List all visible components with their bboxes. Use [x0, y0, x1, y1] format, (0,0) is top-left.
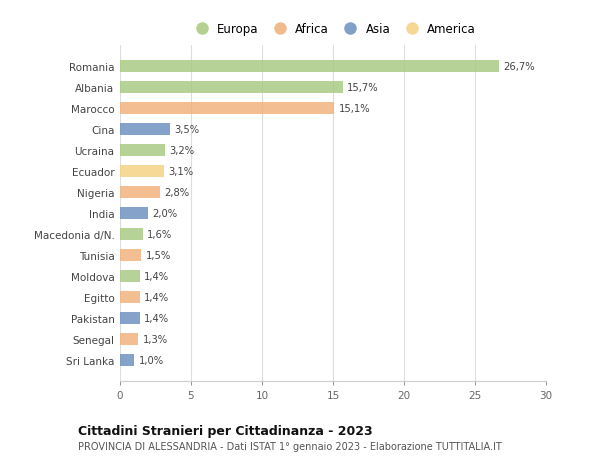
Text: 1,4%: 1,4%: [144, 313, 169, 323]
Bar: [120, 103, 334, 114]
Text: 1,5%: 1,5%: [146, 250, 171, 260]
Legend: Europa, Africa, Asia, America: Europa, Africa, Asia, America: [190, 23, 476, 36]
Text: 2,0%: 2,0%: [152, 208, 178, 218]
Text: 2,8%: 2,8%: [164, 188, 189, 197]
Bar: [120, 61, 499, 73]
Text: PROVINCIA DI ALESSANDRIA - Dati ISTAT 1° gennaio 2023 - Elaborazione TUTTITALIA.: PROVINCIA DI ALESSANDRIA - Dati ISTAT 1°…: [78, 441, 502, 451]
Text: 1,4%: 1,4%: [144, 271, 169, 281]
Text: 15,1%: 15,1%: [338, 104, 370, 114]
Bar: [120, 333, 139, 345]
Bar: [120, 313, 140, 324]
Bar: [120, 354, 134, 366]
Bar: [120, 291, 140, 303]
Text: 1,4%: 1,4%: [144, 292, 169, 302]
Bar: [120, 187, 160, 198]
Bar: [120, 229, 143, 240]
Text: 3,1%: 3,1%: [168, 167, 193, 177]
Bar: [120, 250, 142, 261]
Text: Cittadini Stranieri per Cittadinanza - 2023: Cittadini Stranieri per Cittadinanza - 2…: [78, 425, 373, 437]
Bar: [120, 124, 170, 135]
Bar: [120, 166, 164, 177]
Bar: [120, 145, 166, 157]
Text: 1,6%: 1,6%: [147, 230, 172, 239]
Text: 1,3%: 1,3%: [143, 334, 168, 344]
Text: 15,7%: 15,7%: [347, 83, 379, 93]
Text: 26,7%: 26,7%: [503, 62, 535, 72]
Bar: [120, 270, 140, 282]
Text: 1,0%: 1,0%: [139, 355, 164, 365]
Bar: [120, 207, 148, 219]
Text: 3,2%: 3,2%: [170, 146, 195, 156]
Text: 3,5%: 3,5%: [174, 125, 199, 134]
Bar: [120, 82, 343, 94]
